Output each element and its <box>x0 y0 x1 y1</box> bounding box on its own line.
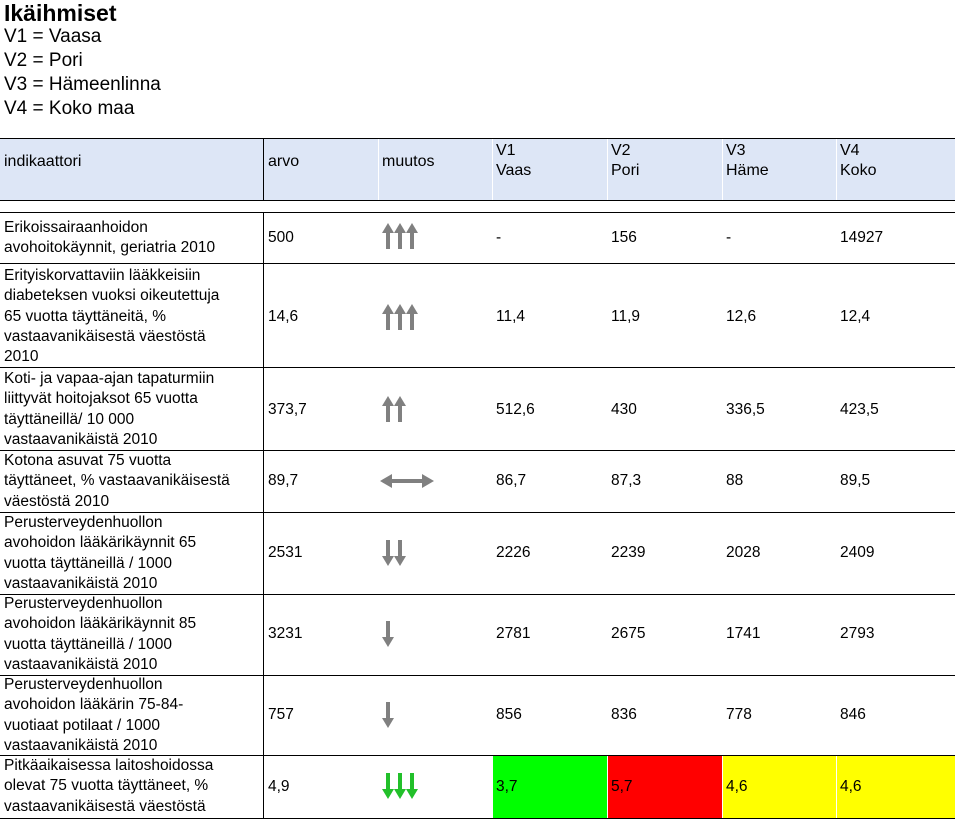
header-cell-arvo <box>264 139 378 200</box>
row-4-indicator: Kotona asuvat 75 vuotta täyttäneet, % vas… <box>4 452 230 510</box>
row-8-v1: 3,7 <box>496 778 518 795</box>
row-5-v3: 2028 <box>726 544 761 561</box>
row-2-v2: 11,9 <box>611 308 641 325</box>
row-4-arvo: 89,7 <box>268 472 299 489</box>
grid-line <box>0 263 955 264</box>
row-7-v2: 836 <box>611 706 637 723</box>
grid-line <box>0 212 955 213</box>
row-7-arvo: 757 <box>268 706 294 723</box>
row-6-indicator: Perusterveydenhuollon avohoidon lääkärikä… <box>4 595 197 673</box>
three-up-arrows-icon <box>382 304 418 330</box>
row-8-arvo: 4,9 <box>268 778 290 795</box>
two-down-arrows-icon <box>382 540 406 566</box>
header-cell-v1 <box>493 139 607 200</box>
row-7-indicator: Perusterveydenhuollon avohoidon lääkärin … <box>4 676 184 754</box>
row-8-indicator: Pitkäaikaisessa laitoshoidossa olevat 75 … <box>4 757 214 815</box>
row-6-v1: 2781 <box>496 625 531 642</box>
row-4-v4: 89,5 <box>840 472 871 489</box>
two-up-arrows-icon <box>382 396 406 422</box>
cell-highlight-green <box>493 756 607 818</box>
header-v1: V1 Vaas <box>496 142 532 179</box>
cell-highlight-yellow-v4 <box>837 756 955 818</box>
row-2-indicator: Erityiskorvattaviin lääkkeisiin diabeteks… <box>4 267 220 366</box>
header-cell-v3 <box>723 139 836 200</box>
row-7-v3: 778 <box>726 706 752 723</box>
row-6-arvo: 3231 <box>268 625 303 642</box>
grid-line <box>0 818 955 819</box>
row-2-v4: 12,4 <box>840 308 871 325</box>
row-5-v4: 2409 <box>840 544 875 561</box>
grid-line <box>0 138 955 139</box>
header-cell-indikaattori <box>0 139 263 200</box>
row-8-v4: 4,6 <box>840 778 862 795</box>
row-1-v3: - <box>726 229 732 246</box>
row-3-v4: 423,5 <box>840 401 879 418</box>
one-down-arrow-icon <box>382 621 394 647</box>
grid-line <box>0 512 955 513</box>
three-down-green-arrows-icon <box>382 773 418 799</box>
row-6-v4: 2793 <box>840 625 875 642</box>
row-1-arvo: 500 <box>268 229 294 246</box>
grid-line <box>0 367 955 368</box>
row-8-v2: 5,7 <box>611 778 633 795</box>
header-muutos: muutos <box>382 153 435 170</box>
legend-v2: V2 = Pori <box>4 50 83 71</box>
row-5-indicator: Perusterveydenhuollon avohoidon lääkärikä… <box>4 514 197 592</box>
grid-line <box>0 675 955 676</box>
header-cell-v2 <box>608 139 722 200</box>
row-5-v2: 2239 <box>611 544 646 561</box>
grid-line <box>263 212 264 819</box>
grid-line <box>0 200 955 201</box>
row-6-v3: 1741 <box>726 625 761 642</box>
header-cell-muutos <box>379 139 492 200</box>
row-3-indicator: Koti- ja vapaa-ajan tapaturmiin liittyvät… <box>4 370 215 448</box>
grid-line <box>0 755 955 756</box>
grid-line <box>0 594 955 595</box>
row-3-v3: 336,5 <box>726 401 765 418</box>
row-7-v1: 856 <box>496 706 522 723</box>
row-3-v1: 512,6 <box>496 401 535 418</box>
row-6-v2: 2675 <box>611 625 646 642</box>
legend-v1: V1 = Vaasa <box>4 26 102 47</box>
row-5-v1: 2226 <box>496 544 531 561</box>
row-1-v1: - <box>496 229 502 246</box>
row-1-v2: 156 <box>611 229 637 246</box>
row-1-indicator: Erikoissairaanhoidon avohoitokäynnit, ger… <box>4 219 216 257</box>
row-7-v4: 846 <box>840 706 866 723</box>
cell-highlight-red <box>608 756 722 818</box>
header-v2: V2 Pori <box>611 142 640 179</box>
header-v3: V3 Häme <box>726 142 769 179</box>
row-2-arvo: 14,6 <box>268 308 299 325</box>
row-5-arvo: 2531 <box>268 544 303 561</box>
header-cell-v4 <box>837 139 955 200</box>
header-arvo: arvo <box>268 153 300 170</box>
left-right-arrow-icon <box>380 474 434 488</box>
row-3-v2: 430 <box>611 401 637 418</box>
row-2-v3: 12,6 <box>726 308 757 325</box>
row-2-v1: 11,4 <box>496 308 526 325</box>
cell-highlight-yellow <box>723 756 836 818</box>
grid-line <box>263 138 264 201</box>
three-up-arrows-icon <box>382 223 418 249</box>
grid-line <box>0 450 955 451</box>
page-title: Ikäihmiset <box>4 0 117 26</box>
row-3-arvo: 373,7 <box>268 401 307 418</box>
row-4-v2: 87,3 <box>611 472 642 489</box>
header-indikaattori: indikaattori <box>4 153 82 170</box>
row-1-v4: 14927 <box>840 229 884 246</box>
header-v4: V4 Koko <box>840 142 877 179</box>
row-8-v3: 4,6 <box>726 778 748 795</box>
one-down-arrow-icon <box>382 702 394 728</box>
legend-v3: V3 = Hämeenlinna <box>4 74 161 95</box>
row-4-v3: 88 <box>726 472 744 489</box>
legend-v4: V4 = Koko maa <box>4 98 135 119</box>
row-4-v1: 86,7 <box>496 472 527 489</box>
